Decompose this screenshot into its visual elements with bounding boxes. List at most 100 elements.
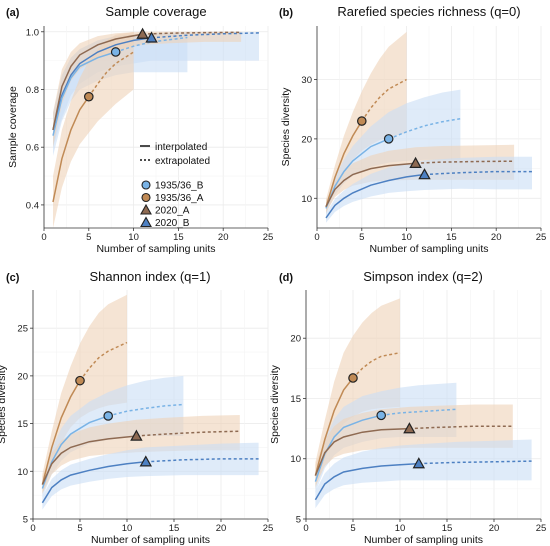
line-extrapolated-1935-36-a [88, 51, 135, 98]
x-tick-label: 5 [359, 232, 364, 243]
panel-letter: (d) [279, 272, 293, 284]
panel-letter: (c) [6, 272, 20, 284]
x-tick-label: 15 [169, 523, 180, 534]
x-tick-label: 25 [536, 523, 547, 534]
x-tick-label: 20 [216, 523, 227, 534]
line-extrapolated-2020-a [136, 430, 240, 437]
x-tick-label: 15 [442, 523, 453, 534]
marker-1935-36-b [383, 134, 394, 144]
marker-1935-36-b [110, 47, 121, 57]
line-extrapolated-2020-b [145, 458, 259, 463]
y-tick-label: 20 [301, 134, 312, 145]
y-tick-label: 25 [17, 324, 28, 335]
marker-2020-b [418, 168, 431, 180]
panel-title: Sample coverage [105, 4, 206, 19]
band-1935-36-a [326, 31, 407, 215]
x-axis-label: Number of sampling units [369, 243, 488, 255]
line-extrapolated-1935-36-b [388, 117, 461, 140]
marker-1935-36-a [84, 91, 94, 102]
x-tick-label: 0 [30, 523, 35, 534]
x-axis-label: Number of sampling units [96, 243, 215, 255]
band-2020-a [42, 415, 240, 494]
marker-1935-36-a [348, 373, 358, 383]
line-interpolated-2020-a [41, 435, 137, 485]
marker-1935-36-b [376, 410, 386, 421]
x-tick-label: 0 [314, 232, 319, 243]
x-axis-label: Number of sampling units [91, 534, 210, 546]
line-interpolated-1935-36-a [314, 377, 354, 476]
x-tick-label: 0 [41, 232, 46, 243]
marker-2020-b [412, 457, 426, 469]
y-tick-label: 20 [17, 371, 28, 382]
x-tick-label: 25 [536, 232, 547, 243]
line-interpolated-1935-36-b [314, 414, 382, 482]
x-tick-label: 0 [303, 523, 308, 534]
y-tick-label: 0.8 [26, 85, 39, 96]
line-extrapolated-2020-b [424, 170, 532, 176]
marker-1935-36-b [103, 411, 113, 421]
x-tick-label: 15 [173, 232, 184, 243]
line-interpolated-2020-a [52, 33, 143, 131]
band-1935-36-a [53, 31, 134, 228]
line-interpolated-2020-b [52, 37, 152, 131]
y-tick-label: 15 [290, 394, 301, 405]
y-tick-label: 10 [290, 454, 301, 465]
y-tick-label: 30 [301, 75, 312, 86]
line-extrapolated-1935-36-b [115, 36, 188, 53]
marker-2020-a [136, 27, 149, 39]
legend-interpolated-label: interpolated [155, 142, 207, 153]
x-tick-label: 25 [263, 523, 274, 534]
legend: interpolated extrapolated 1935/36_B1935/36… [140, 142, 210, 229]
x-tick-label: 20 [491, 232, 502, 243]
band-1935-36-a [315, 298, 400, 489]
x-tick-label: 20 [489, 523, 500, 534]
legend-marker-2020-b [140, 216, 152, 228]
x-tick-label: 5 [350, 523, 355, 534]
marker-2020-a [409, 156, 422, 169]
x-tick-label: 25 [263, 232, 274, 243]
line-extrapolated-1935-36-a [79, 341, 128, 382]
legend-label-1935-36-b: 1935/36_B [155, 181, 204, 192]
line-extrapolated-2020-a [142, 31, 242, 35]
y-axis-label: Species diversity [269, 364, 281, 444]
line-extrapolated-2020-a [415, 160, 515, 164]
marker-2020-b [145, 31, 158, 43]
band-1935-36-a [42, 294, 127, 496]
line-interpolated-1935-36-b [52, 51, 116, 136]
marker-2020-a [403, 422, 416, 434]
line-extrapolated-1935-36-b [381, 408, 457, 417]
panel-title: Simpson index (q=2) [363, 269, 483, 284]
line-extrapolated-2020-b [418, 460, 532, 465]
x-tick-label: 20 [218, 232, 229, 243]
y-axis-label: Sample coverage [7, 86, 19, 168]
x-tick-label: 10 [401, 232, 412, 243]
line-interpolated-1935-36-a [325, 120, 363, 208]
x-axis-label: Number of sampling units [364, 534, 483, 546]
marker-1935-36-a [356, 116, 367, 126]
y-tick-label: 5 [23, 515, 28, 526]
line-extrapolated-2020-b [151, 32, 260, 39]
marker-1935-36-a [75, 375, 85, 386]
panel-title: Shannon index (q=1) [89, 269, 210, 284]
y-tick-label: 20 [290, 334, 301, 345]
line-interpolated-2020-b [314, 462, 419, 501]
y-tick-label: 5 [296, 515, 301, 526]
x-tick-label: 10 [122, 523, 133, 534]
legend-label-2020-b: 2020_B [155, 218, 190, 229]
y-tick-label: 0.6 [26, 143, 39, 154]
line-interpolated-1935-36-a [52, 96, 90, 203]
band-2020-b [326, 156, 532, 223]
legend-marker-1935-36-b [141, 180, 151, 190]
panel-a: 0 5 10 15 20 25 0.4 0.6 0.8 1.0 Number of sampling… [6, 4, 273, 255]
legend-marker-1935-36-a [141, 192, 151, 203]
x-tick-label: 5 [86, 232, 91, 243]
y-tick-label: 1.0 [26, 27, 39, 38]
panel-title: Rarefied species richness (q=0) [337, 4, 520, 19]
panel-b: 0 5 10 15 20 25 10 20 30 Number of sampling units… [279, 4, 546, 255]
legend-extrapolated-label: extrapolated [155, 156, 210, 167]
y-axis-label: Species diversity [280, 87, 292, 167]
x-tick-label: 5 [77, 523, 82, 534]
